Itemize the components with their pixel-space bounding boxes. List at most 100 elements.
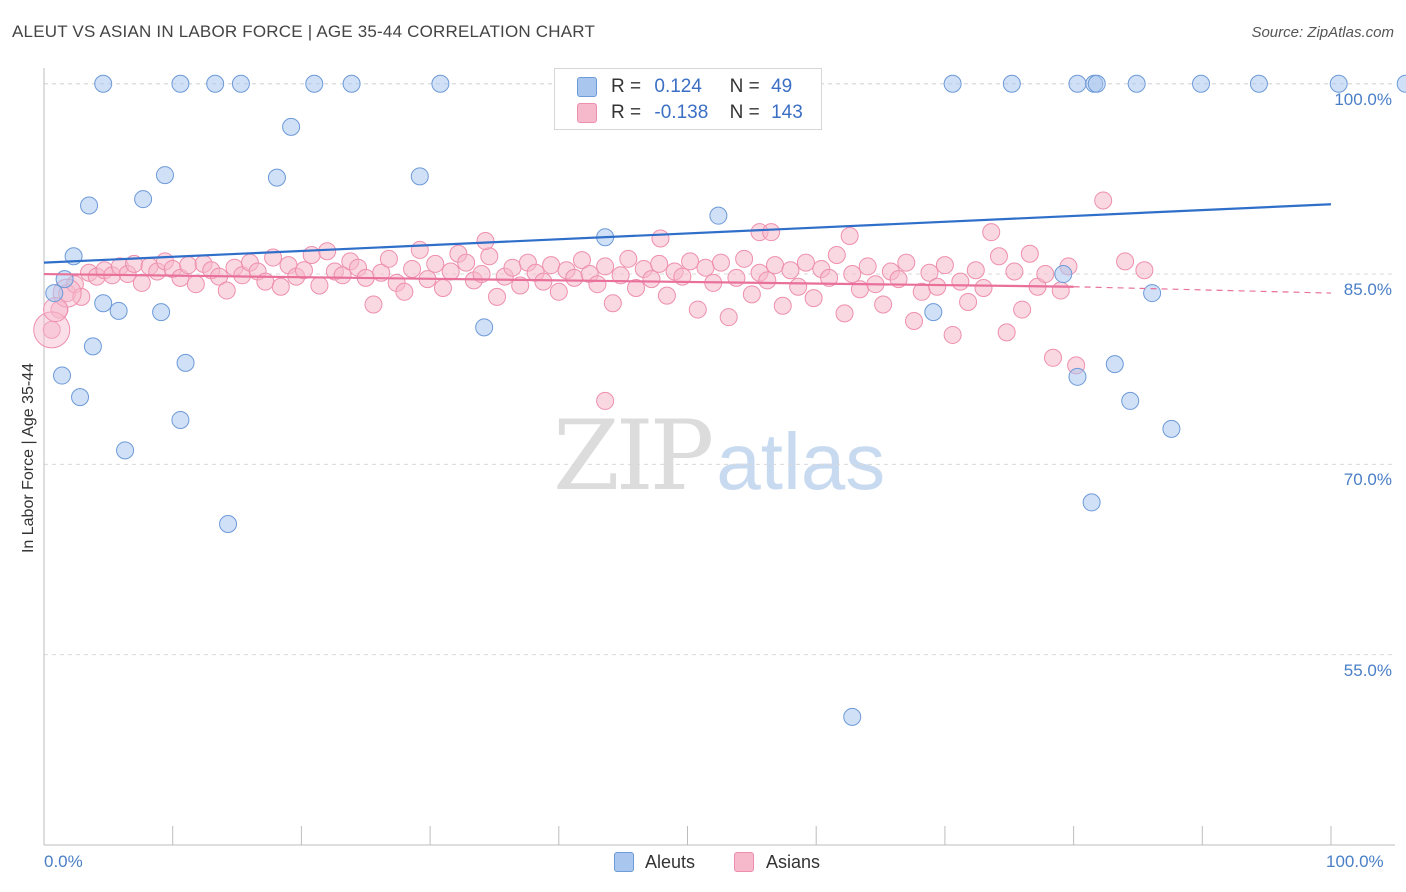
- aleut-point: [431, 74, 450, 93]
- asian-point: [294, 261, 313, 280]
- asian-point: [905, 311, 924, 330]
- legend-r-label: R =: [611, 102, 642, 123]
- asian-point: [542, 256, 561, 275]
- asian-point: [1051, 281, 1070, 300]
- asian-point: [433, 278, 452, 297]
- asian-point: [773, 296, 792, 315]
- asian-point: [928, 277, 947, 296]
- aleut-point: [71, 388, 90, 407]
- aleut-point: [924, 303, 943, 322]
- correlation-legend: R = 0.124 N = 49 R = -0.138 N = 143: [554, 68, 822, 130]
- asian-point: [271, 277, 290, 296]
- asian-point: [503, 258, 522, 277]
- asian-point: [989, 247, 1008, 266]
- aleut-trend-line: [43, 203, 1332, 264]
- aleuts-swatch: [614, 852, 634, 872]
- aleut-point: [1105, 355, 1124, 374]
- asian-point: [488, 287, 507, 306]
- asian-point: [827, 246, 846, 265]
- aleut-point: [1143, 284, 1162, 303]
- aleut-points: [45, 74, 1406, 726]
- aleut-point: [410, 167, 429, 186]
- aleut-point: [1087, 74, 1106, 93]
- asian-point: [619, 249, 638, 268]
- asian-point: [804, 289, 823, 308]
- asian-point: [974, 278, 993, 297]
- asian-point: [511, 276, 530, 295]
- asian-point: [588, 275, 607, 294]
- aleut-point: [1121, 391, 1140, 410]
- asian-point: [650, 254, 669, 273]
- aleut-point: [45, 284, 64, 303]
- aleut-point: [1162, 419, 1181, 438]
- asians-swatch: [734, 852, 754, 872]
- aleut-point: [1054, 265, 1073, 284]
- aleut-point: [267, 168, 286, 187]
- asians-label: Asians: [766, 852, 821, 872]
- asian-point: [874, 295, 893, 314]
- x-tick-max: 100.0%: [1326, 852, 1384, 871]
- asian-point: [966, 261, 985, 280]
- asian-point: [72, 287, 91, 306]
- asian-point: [889, 270, 908, 289]
- asian-point: [982, 223, 1001, 242]
- y-tick-label: 100.0%: [1334, 89, 1392, 109]
- aleut-point: [709, 206, 728, 225]
- asian-point: [627, 278, 646, 297]
- aleut-point: [475, 318, 494, 337]
- asian-trend-extension: [1073, 286, 1332, 294]
- asian-point: [719, 308, 738, 327]
- asian-point: [179, 256, 198, 275]
- asian-point: [395, 282, 414, 301]
- legend-swatch-aleuts: [577, 77, 597, 97]
- asian-point: [758, 271, 777, 290]
- watermark-atlas: atlas: [716, 417, 886, 506]
- asian-point: [1094, 191, 1113, 210]
- asian-point: [426, 254, 445, 273]
- y-tick-label: 70.0%: [1343, 470, 1392, 490]
- asian-point: [310, 276, 329, 295]
- aleut-point: [94, 74, 113, 93]
- asian-point: [1036, 265, 1055, 284]
- asian-point: [410, 240, 429, 259]
- asian-point: [711, 253, 730, 272]
- legend-n-label: N =: [729, 76, 760, 97]
- asian-point: [318, 242, 337, 261]
- aleut-point: [171, 410, 190, 429]
- asian-point: [403, 259, 422, 278]
- asian-point: [364, 295, 383, 314]
- asian-point: [476, 232, 495, 251]
- asian-point: [843, 265, 862, 284]
- aleut-point: [171, 74, 190, 93]
- trend-lines: [43, 203, 1332, 294]
- aleut-point: [305, 74, 324, 93]
- aleut-point: [231, 74, 250, 93]
- aleut-point: [176, 353, 195, 372]
- asian-point: [132, 273, 151, 292]
- aleut-point: [94, 294, 113, 313]
- aleut-point: [206, 74, 225, 93]
- aleut-point: [155, 166, 174, 185]
- asian-point: [696, 258, 715, 277]
- asian-point: [1013, 300, 1032, 319]
- source-label: Source: ZipAtlas.com: [1251, 24, 1394, 41]
- legend-n-value-aleuts: 49: [771, 76, 793, 97]
- aleut-point: [116, 441, 135, 460]
- chart-title: ALEUT VS ASIAN IN LABOR FORCE | AGE 35-4…: [12, 22, 596, 41]
- asian-point: [997, 323, 1016, 342]
- asian-point: [742, 285, 761, 304]
- asian-point: [1135, 261, 1154, 280]
- asian-point: [935, 256, 954, 275]
- x-tick-min: 0.0%: [44, 852, 83, 871]
- aleut-point: [1192, 74, 1211, 93]
- asian-trend-line: [43, 272, 1074, 288]
- aleut-point: [53, 366, 72, 385]
- asian-point: [657, 286, 676, 305]
- asian-point: [840, 226, 859, 245]
- asian-point: [920, 263, 939, 282]
- asian-point: [565, 268, 584, 287]
- aleut-point: [943, 74, 962, 93]
- aleut-point: [80, 196, 99, 215]
- legend-r-value-aleuts: 0.124: [654, 76, 702, 97]
